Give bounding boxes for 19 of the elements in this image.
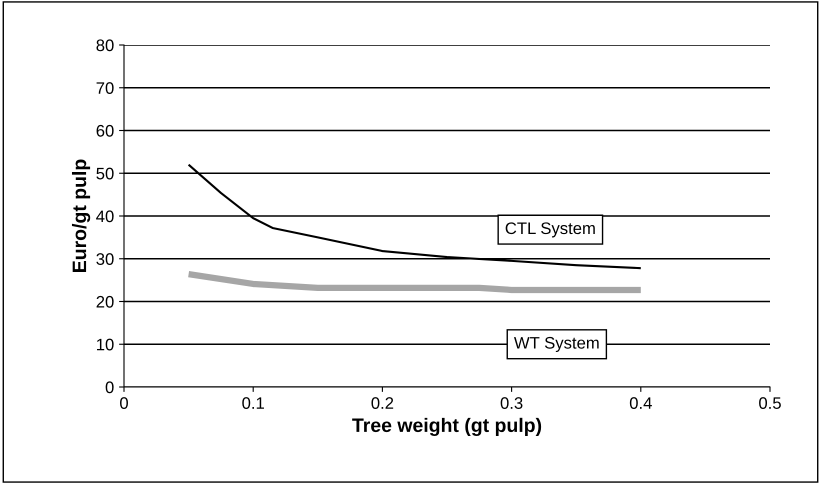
y-tick-label: 80: [96, 39, 114, 52]
y-tick-label: 20: [96, 296, 114, 308]
x-tick-label: 0.5: [759, 397, 781, 409]
y-axis-title: Euro/gt pulp: [72, 160, 90, 272]
y-tick-label: 70: [96, 82, 114, 94]
text: WT System: [514, 336, 599, 352]
x-axis-title: Tree weight (gt pulp): [352, 418, 542, 436]
y-tick-label: 30: [96, 253, 114, 265]
x-tick-label: 0.4: [630, 397, 652, 409]
x-tick-label: 0.2: [371, 397, 394, 409]
x-tick-label: 0: [120, 397, 128, 409]
y-tick-label: 10: [97, 338, 114, 350]
y-tick-label: 0: [106, 381, 114, 394]
y-tick-label: 40: [96, 210, 114, 222]
y-tick-label: 60: [96, 124, 114, 137]
x-tick-label: 0.1: [242, 397, 264, 409]
y-tick-label: 50: [96, 168, 114, 180]
series-label: CTL System: [506, 222, 595, 238]
x-tick-label: 0.3: [500, 397, 522, 409]
